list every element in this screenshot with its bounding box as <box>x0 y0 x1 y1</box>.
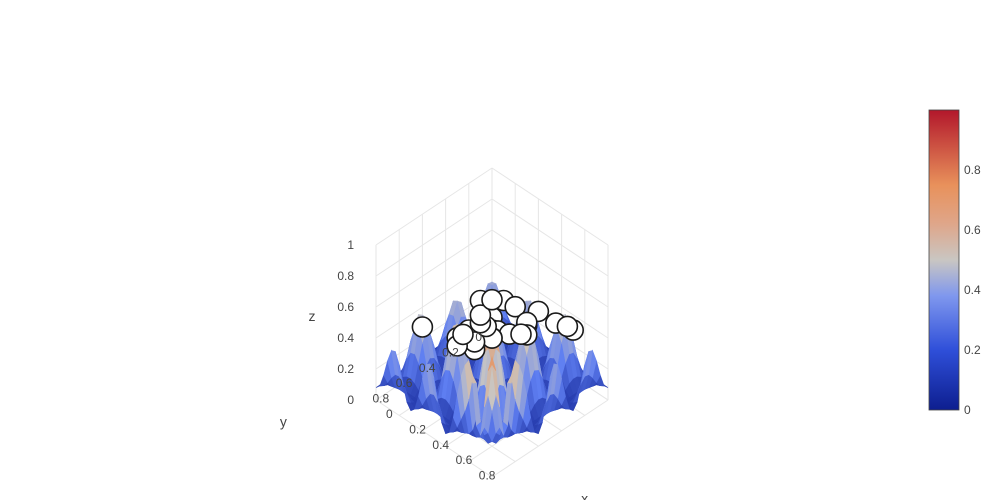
x-tick-label-4: 0.8 <box>479 469 496 483</box>
z-tick-label-4: 0.8 <box>337 269 354 283</box>
wall-right-hline-2 <box>491 260 609 339</box>
data-marker-26[interactable] <box>469 304 492 326</box>
floor-gridline-y-5 <box>375 399 493 478</box>
colorbar: 0 0.2 0.4 0.6 0.8 <box>928 109 981 417</box>
data-marker-25[interactable] <box>452 323 474 346</box>
x-tick-label-0: 0 <box>386 407 393 421</box>
colorbar-tick-label-2: 0.4 <box>964 283 981 297</box>
data-marker-27[interactable] <box>481 288 503 311</box>
data-marker-3[interactable] <box>504 295 527 318</box>
z-tick-label-0: 0 <box>347 393 354 407</box>
y-tick-label-3: 0.6 <box>396 376 413 390</box>
data-marker-19[interactable] <box>510 323 532 346</box>
colorbar-tick-label-1: 0.2 <box>964 343 981 357</box>
y-tick-label-0: 0 <box>475 330 482 344</box>
x-tick-label-1: 0.2 <box>409 422 426 436</box>
y-tick-label-4: 0.8 <box>373 392 390 406</box>
y-axis-title: y <box>280 413 287 429</box>
axis-titles: z x y <box>280 308 588 500</box>
data-marker-14[interactable] <box>556 315 579 338</box>
surface-patch-29-29 <box>487 355 497 371</box>
x-tick-label-3: 0.6 <box>456 453 473 467</box>
z-tick-label-1: 0.2 <box>337 362 354 376</box>
data-marker-12[interactable] <box>411 316 434 338</box>
colorbar-tick-label-4: 0.8 <box>964 163 981 177</box>
x-tick-label-2: 0.4 <box>432 438 449 452</box>
floor-gridline-x-5 <box>491 399 609 478</box>
wall-right-hline-4 <box>491 198 609 277</box>
colorbar-gradient <box>928 109 960 411</box>
colorbar-tick-label-3: 0.6 <box>964 223 981 237</box>
x-axis-title: x <box>581 490 588 500</box>
z-tick-label-5: 1 <box>347 238 354 252</box>
wall-left-hline-4 <box>375 198 493 277</box>
wall-left-hline-5 <box>375 167 493 246</box>
z-tick-label-3: 0.6 <box>337 300 354 314</box>
z-axis-title: z <box>309 308 316 324</box>
wall-right-hline-3 <box>491 229 609 308</box>
wall-left-hline-2 <box>375 260 493 339</box>
y-tick-label-2: 0.4 <box>419 361 436 375</box>
marker-layer <box>411 288 585 361</box>
wall-left-hline-3 <box>375 229 493 308</box>
z-tick-label-2: 0.4 <box>337 331 354 345</box>
y-tick-label-1: 0.2 <box>442 345 459 359</box>
colorbar-tick-label-0: 0 <box>964 403 971 417</box>
wall-right-hline-5 <box>491 167 609 246</box>
